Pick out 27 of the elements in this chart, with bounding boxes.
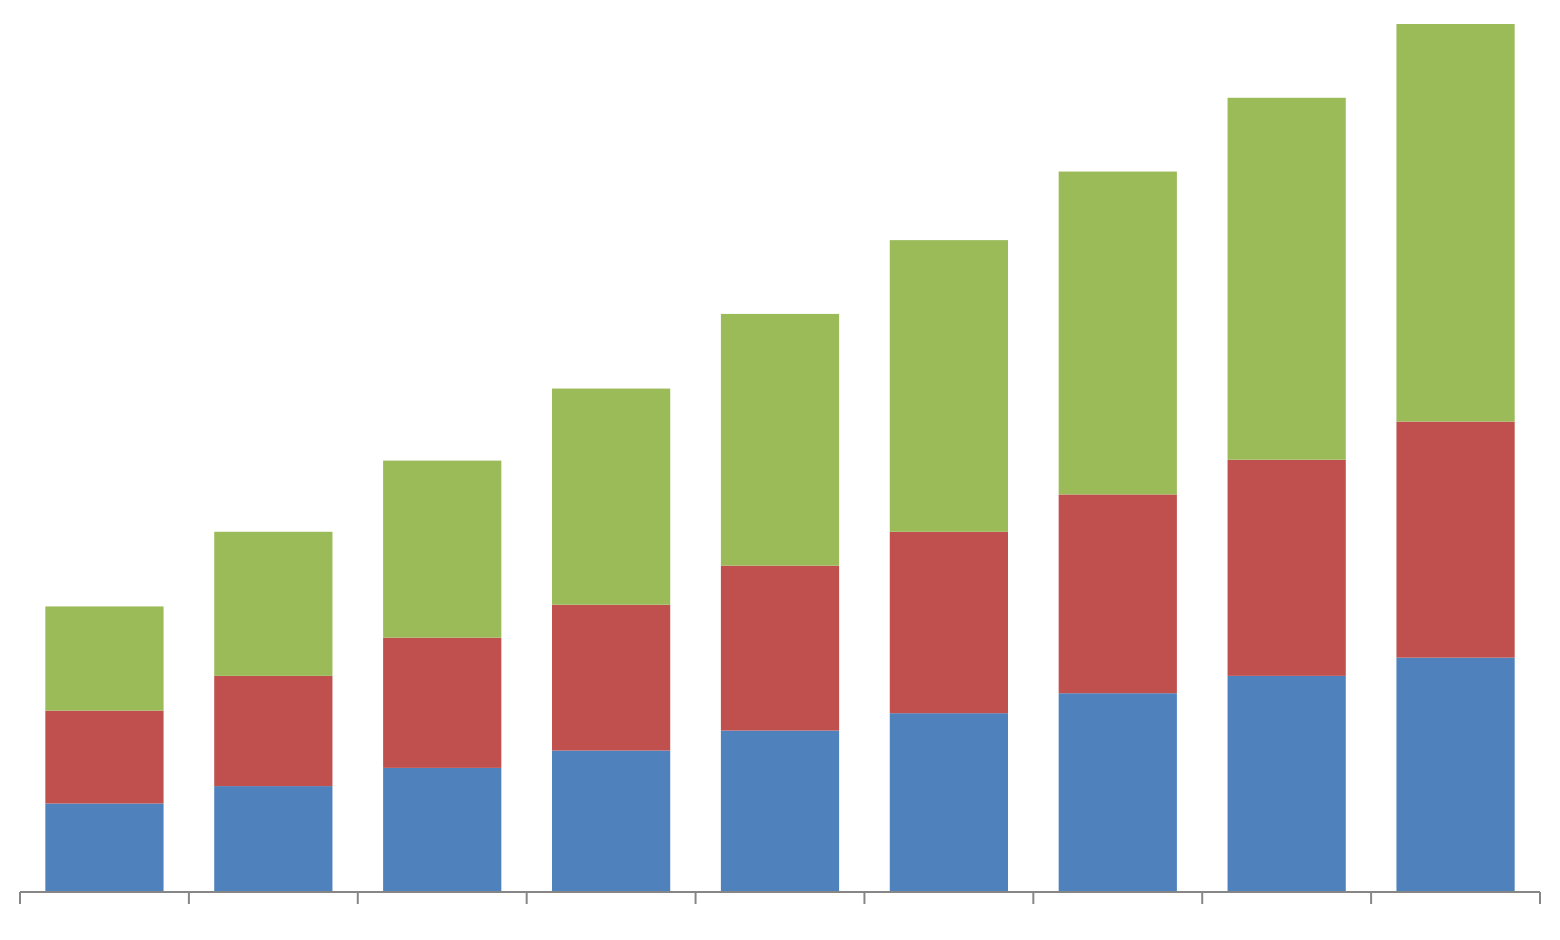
bar [1396, 421, 1515, 658]
bar [889, 531, 1008, 714]
bar [1058, 494, 1177, 694]
bar [720, 313, 840, 566]
bar [45, 710, 164, 804]
bar [383, 637, 502, 768]
bar [552, 604, 671, 751]
bar [720, 565, 840, 731]
bar [214, 786, 333, 892]
bar [1396, 657, 1515, 892]
bar [214, 675, 333, 787]
bar [45, 606, 164, 711]
bar [552, 750, 671, 892]
bar [889, 240, 1008, 532]
bar [552, 388, 671, 605]
bar [45, 803, 164, 892]
bar [383, 460, 502, 638]
bar [1396, 24, 1515, 422]
bar [1227, 459, 1346, 676]
bar [1058, 171, 1177, 495]
bar [214, 531, 333, 676]
bar [383, 767, 502, 892]
bar [889, 713, 1008, 892]
bar [1227, 97, 1346, 460]
bar [1227, 675, 1346, 892]
bar [720, 730, 840, 892]
bar [1058, 693, 1177, 892]
